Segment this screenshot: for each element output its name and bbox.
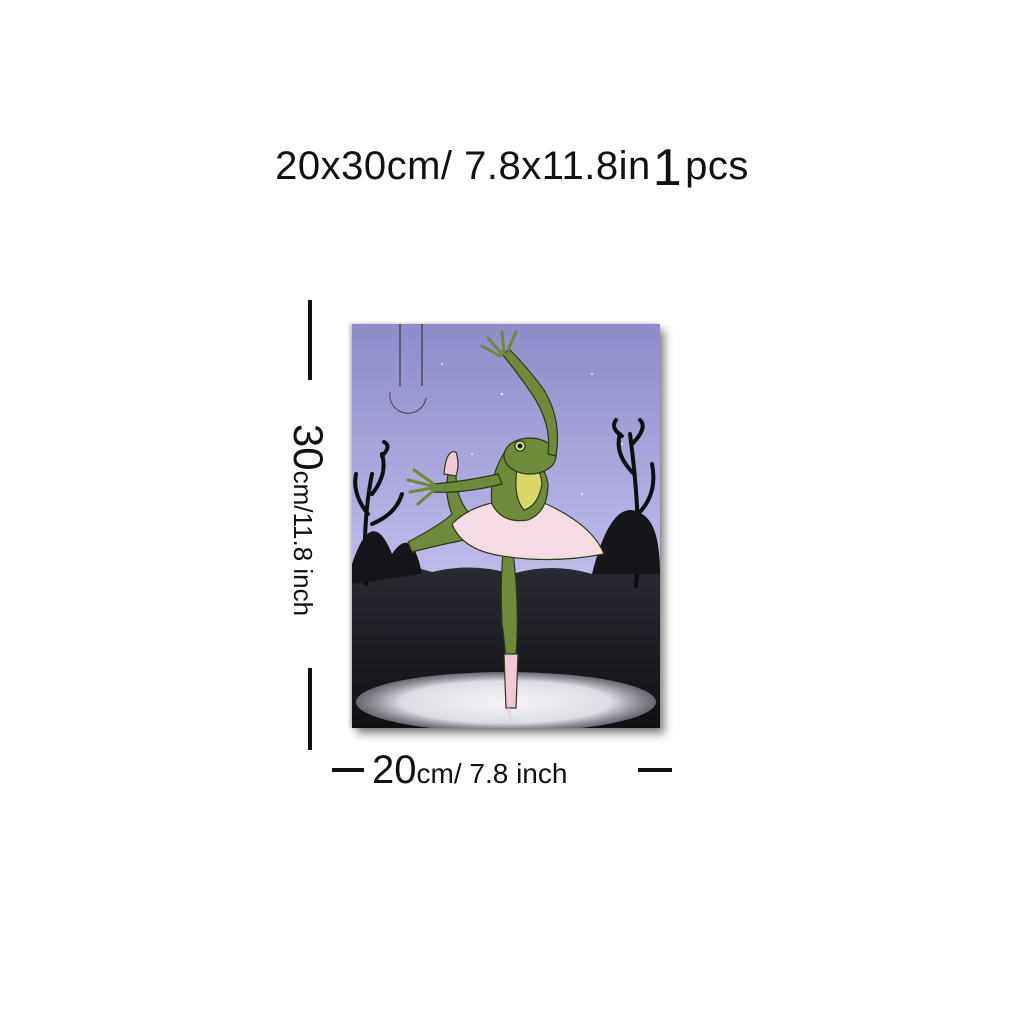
- height-inches: /11.8 inch: [288, 505, 318, 617]
- width-inches: / 7.8 inch: [453, 758, 568, 789]
- width-dimension-label: 20cm/ 7.8 inch: [372, 750, 567, 790]
- bush-right: [592, 510, 660, 574]
- size-text: 20x30cm/ 7.8x11.8in: [275, 144, 651, 188]
- reflection: [506, 707, 514, 725]
- frog-ballerina: [406, 330, 605, 709]
- crescent-moon-icon: [389, 391, 427, 414]
- painting-illustration: [352, 324, 660, 728]
- bush-left: [352, 531, 422, 584]
- quantity-unit: pcs: [685, 144, 749, 188]
- height-dimension-line-top: [308, 300, 312, 380]
- height-number: 30: [285, 423, 332, 471]
- width-dimension-line-right: [638, 768, 672, 772]
- quantity-number: 1: [652, 139, 683, 197]
- width-unit: cm: [416, 758, 454, 789]
- width-dimension-line-left: [332, 768, 364, 772]
- height-dimension-label: 30cm/11.8 inch: [284, 424, 332, 616]
- width-number: 20: [372, 748, 417, 792]
- frog-ballerina-painting: [352, 324, 660, 728]
- height-dimension-line-bottom: [308, 668, 312, 750]
- product-size-title: 20x30cm/ 7.8x11.8in1pcs: [0, 132, 1024, 197]
- height-unit: cm: [288, 470, 318, 506]
